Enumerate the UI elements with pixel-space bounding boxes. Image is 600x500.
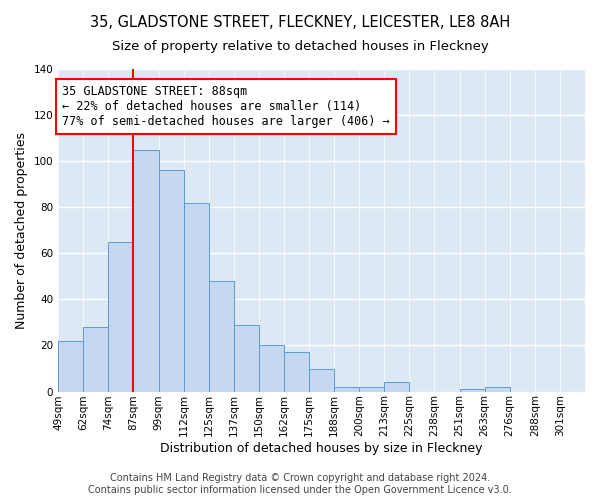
Bar — [259, 346, 284, 392]
Text: Size of property relative to detached houses in Fleckney: Size of property relative to detached ho… — [112, 40, 488, 53]
Bar — [309, 368, 334, 392]
Bar — [359, 387, 385, 392]
Bar — [158, 170, 184, 392]
Text: 35 GLADSTONE STREET: 88sqm
← 22% of detached houses are smaller (114)
77% of sem: 35 GLADSTONE STREET: 88sqm ← 22% of deta… — [62, 85, 389, 128]
Bar — [133, 150, 158, 392]
Bar — [460, 389, 485, 392]
Bar — [58, 341, 83, 392]
Bar — [83, 327, 109, 392]
Bar — [284, 352, 309, 392]
Bar — [184, 202, 209, 392]
Text: Contains HM Land Registry data © Crown copyright and database right 2024.
Contai: Contains HM Land Registry data © Crown c… — [88, 474, 512, 495]
X-axis label: Distribution of detached houses by size in Fleckney: Distribution of detached houses by size … — [160, 442, 483, 455]
Text: 35, GLADSTONE STREET, FLECKNEY, LEICESTER, LE8 8AH: 35, GLADSTONE STREET, FLECKNEY, LEICESTE… — [90, 15, 510, 30]
Bar — [485, 387, 510, 392]
Bar — [209, 281, 234, 392]
Y-axis label: Number of detached properties: Number of detached properties — [15, 132, 28, 329]
Bar — [385, 382, 409, 392]
Bar — [234, 324, 259, 392]
Bar — [334, 387, 359, 392]
Bar — [109, 242, 133, 392]
